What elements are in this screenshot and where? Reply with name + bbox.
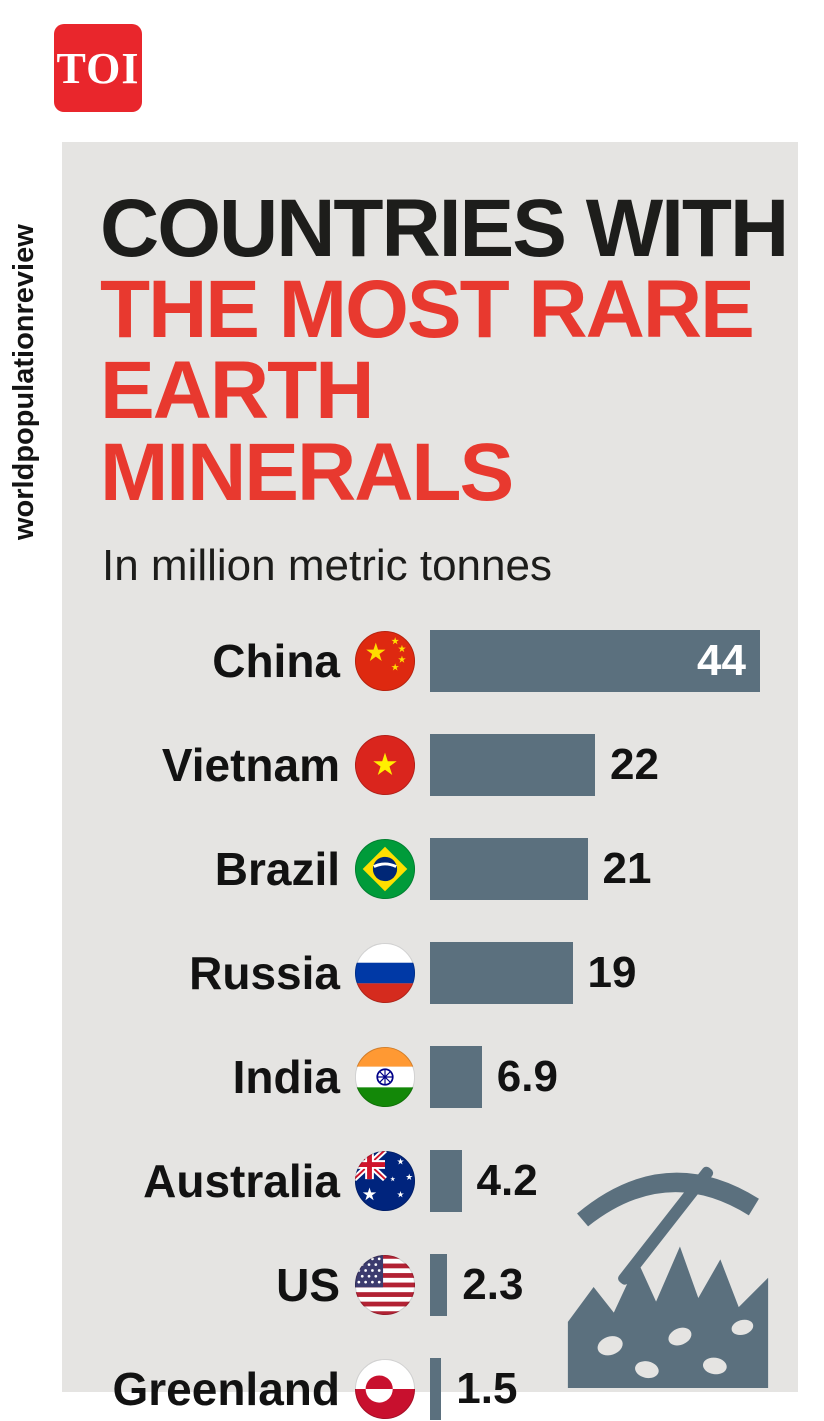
greenland-flag-icon — [354, 1358, 416, 1419]
bar-row-australia: Australia — [70, 1149, 772, 1213]
chart-title-line2: THE MOST RARE — [100, 264, 755, 356]
bar-row-us: US — [70, 1253, 772, 1317]
chart-subtitle: In million metric tonnes — [102, 540, 552, 590]
bar-row-brazil: Brazil 21 — [70, 837, 772, 901]
country-label: US — [276, 1258, 340, 1311]
india-flag-icon — [354, 1046, 416, 1107]
bar-chart: China 44 Vietnam — [62, 629, 798, 1421]
vietnam-flag-icon — [354, 734, 416, 795]
bar — [430, 1253, 448, 1316]
infographic-panel: COUNTRIES WITH THE MOST RARE EARTH MINER… — [62, 142, 798, 1420]
country-label: Vietnam — [161, 738, 340, 791]
bar — [430, 1357, 442, 1420]
bar: 44 — [430, 629, 760, 692]
bar-row-china: China 44 — [70, 629, 772, 693]
country-label: Greenland — [112, 1362, 340, 1415]
brazil-flag-icon — [354, 838, 416, 899]
bar-row-vietnam: Vietnam 22 — [70, 733, 772, 797]
toi-logo: TOI — [54, 24, 142, 112]
bar — [430, 941, 573, 1004]
chart-title: COUNTRIES WITH THE MOST RARE EARTH MINER… — [100, 183, 798, 518]
country-label: Brazil — [214, 842, 340, 895]
bar — [430, 1045, 482, 1108]
bar-value: 1.5 — [456, 1363, 518, 1413]
china-flag-icon — [354, 630, 416, 691]
source-credit: worldpopulationreview — [8, 224, 40, 540]
bar-value: 21 — [602, 843, 652, 893]
country-label: Russia — [189, 946, 340, 999]
toi-logo-text: TOI — [56, 43, 140, 93]
australia-flag-icon — [354, 1150, 416, 1211]
bar-value: 4.2 — [476, 1155, 538, 1205]
russia-flag-icon — [354, 942, 416, 1003]
bar — [430, 1149, 462, 1212]
chart-title-line3: EARTH MINERALS — [100, 345, 514, 518]
bar-value: 22 — [610, 739, 659, 789]
country-label: India — [232, 1050, 340, 1103]
us-flag-icon — [354, 1254, 416, 1315]
bar-value: 6.9 — [496, 1051, 558, 1101]
bar-value: 2.3 — [462, 1259, 524, 1309]
bar — [430, 733, 595, 796]
bar-row-india: India 6.9 — [70, 1045, 772, 1109]
country-label: China — [212, 634, 340, 687]
country-label: Australia — [143, 1154, 340, 1207]
bar-value: 19 — [587, 947, 637, 997]
bar — [430, 837, 588, 900]
mining-pickaxe-rock-illustration — [567, 1166, 769, 1388]
chart-title-line1: COUNTRIES WITH — [100, 183, 789, 274]
bar-value: 44 — [697, 635, 746, 685]
bar-row-greenland: Greenland 1.5 — [70, 1357, 772, 1421]
bar-row-russia: Russia 19 — [70, 941, 772, 1005]
